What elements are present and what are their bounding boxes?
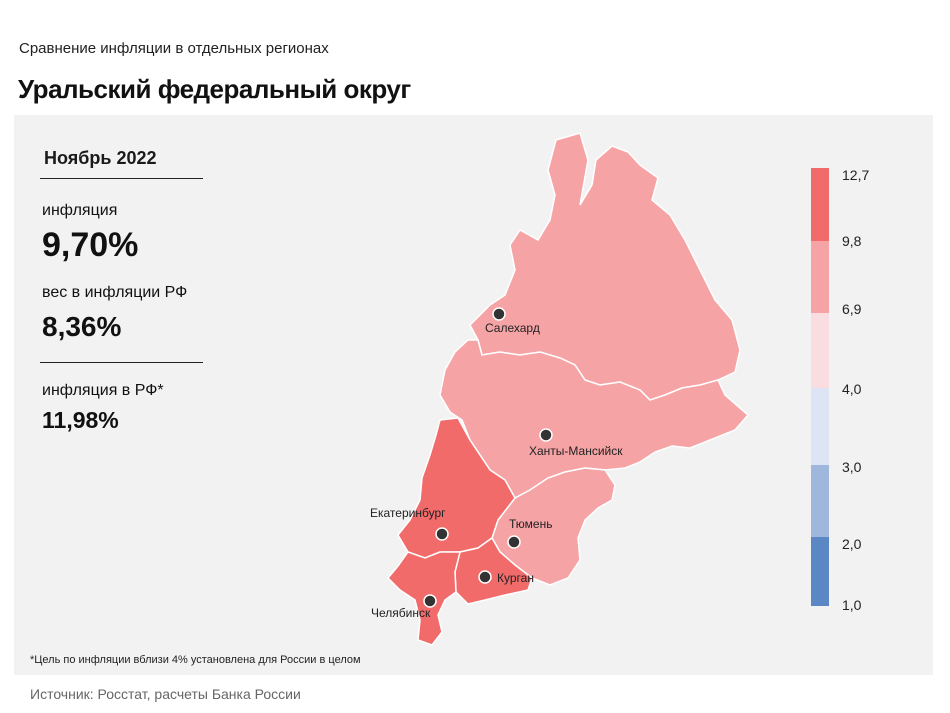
city-tyumen[interactable]: Тюмень [507,517,552,549]
city-kurgan[interactable]: Курган [478,570,534,585]
legend-tick-label: 9,8 [842,233,862,249]
city-yekaterinburg[interactable]: Екатеринбург [370,506,449,541]
inflation-label: инфляция [42,202,118,219]
legend-band-6 [811,537,829,606]
weight-label: вес в инфляции РФ [42,284,188,301]
city-chelyabinsk[interactable]: Челябинск [371,594,437,620]
city-marker-icon [507,535,521,549]
city-marker-icon [478,570,492,584]
city-khanty-mansiysk[interactable]: Ханты-Мансийск [529,428,623,458]
legend-band-5 [811,465,829,537]
city-label-salekhard: Салехард [485,321,540,335]
legend-tick-label: 4,0 [842,381,862,397]
rf-inflation-label: инфляция в РФ* [42,382,164,399]
city-label-tyumen: Тюмень [509,517,552,531]
city-marker-icon [492,307,506,321]
footnote: *Цель по инфляции вблизи 4% установлена … [30,654,361,666]
legend-band-4 [811,388,829,465]
legend-tick-label: 1,0 [842,597,862,613]
period-label: Ноябрь 2022 [44,148,157,168]
city-marker-icon [435,527,449,541]
legend-tick-label: 3,0 [842,459,862,475]
legend-band-2 [811,241,829,313]
chart-subtitle: Сравнение инфляции в отдельных регионах [19,40,329,57]
city-marker-icon [539,428,553,442]
divider-top [40,178,203,179]
legend-tick-label: 2,0 [842,536,862,552]
divider-bottom [40,362,203,363]
city-label-chelyabinsk: Челябинск [371,606,431,620]
city-label-yekaterinburg: Екатеринбург [370,506,446,520]
weight-value: 8,36% [42,311,122,342]
city-label-khanty-mansiysk: Ханты-Мансийск [529,444,623,458]
legend-band-1 [811,168,829,241]
legend-tick-label: 6,9 [842,301,862,317]
legend-tick-label: 12,7 [842,167,870,183]
rf-inflation-value: 11,98% [42,407,119,433]
city-salekhard[interactable]: Салехард [485,307,540,335]
chart-title: Уральский федеральный округ [18,74,411,104]
region-khanty-mansi[interactable] [439,339,750,500]
source-note: Источник: Росстат, расчеты Банка России [30,686,301,702]
city-label-kurgan: Курган [497,571,534,585]
legend-band-3 [811,313,829,388]
city-marker-icon [423,594,437,608]
inflation-value: 9,70% [42,226,139,264]
